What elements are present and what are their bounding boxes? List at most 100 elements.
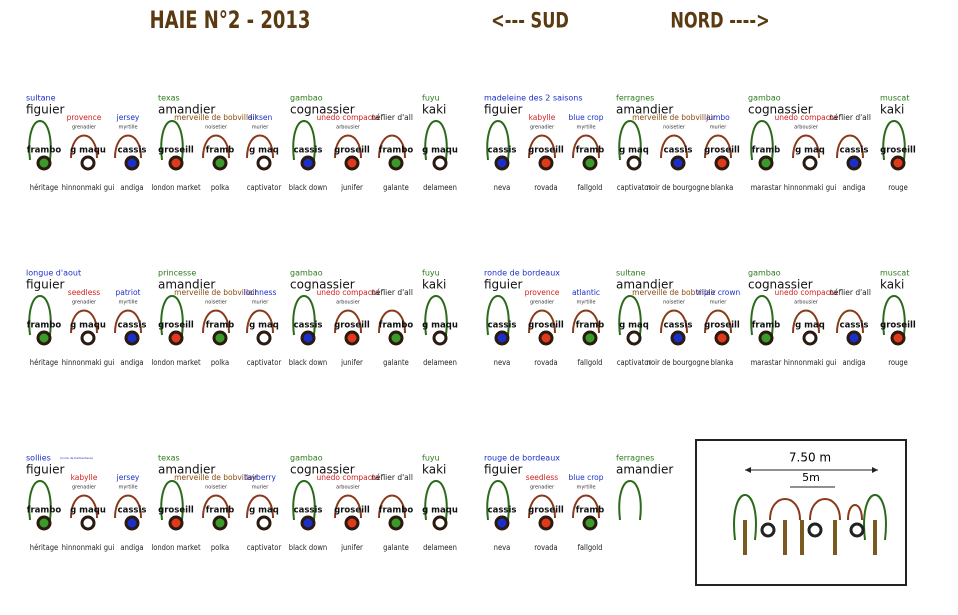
cultivar: hinnonmaki gui <box>62 543 114 553</box>
bush-dot <box>802 330 818 346</box>
shrub-variety: unedo compacta <box>775 288 838 297</box>
row-code: groseill <box>528 321 564 331</box>
legend-box: 7.50 m 5m <box>695 439 907 586</box>
tree-variety: texas <box>158 94 180 103</box>
shrub-arch <box>70 309 98 334</box>
shrub-arch <box>334 134 362 159</box>
bush-dot <box>124 330 140 346</box>
bush-dot <box>256 330 272 346</box>
tree-name: figuier <box>484 278 522 292</box>
shrub-arch <box>114 494 142 519</box>
bush-dot <box>168 155 184 171</box>
row-code: g maq <box>795 321 825 331</box>
cultivar: rovada <box>534 358 557 368</box>
row-code: groseill <box>880 146 916 156</box>
shrub-name: grenadier <box>530 485 555 491</box>
tree-variety: gambao <box>748 94 781 103</box>
shrub-arch <box>378 494 406 519</box>
tree-arch <box>486 295 510 336</box>
tree-arch <box>160 120 184 161</box>
tree-variety: madeleine des 2 saisons <box>484 94 583 103</box>
shrub-name: myrtille <box>118 125 137 131</box>
cultivar: hinnonmaki gui <box>62 183 114 193</box>
shrub-variety: provence <box>67 113 102 122</box>
row-code: cassis <box>118 321 147 331</box>
shrub-name: noisetier <box>663 300 686 306</box>
tree-arch <box>292 295 316 336</box>
bush-dot <box>80 155 96 171</box>
shrub-variety: provence <box>525 288 560 297</box>
cultivar: héritage <box>30 183 59 193</box>
cultivar: delameen <box>423 183 457 193</box>
legend-posts <box>743 520 877 555</box>
shrub-name: arbousier <box>794 300 819 306</box>
row-code: frambo <box>27 146 62 156</box>
tree-variety: ferragnes <box>616 94 654 103</box>
tree-arch <box>28 480 52 521</box>
tree-name: cognassier <box>748 103 813 117</box>
tree-arch <box>882 295 906 336</box>
cultivar: noir de bourgogne <box>647 183 710 193</box>
shrub-arch <box>246 134 274 159</box>
shrub-variety: néflier d'all <box>829 288 871 297</box>
cultivar: polka <box>211 183 229 193</box>
tree-arch <box>618 295 642 336</box>
tree-name: amandier <box>616 463 673 477</box>
row-code: cassis <box>840 321 869 331</box>
shrub-variety: patriot <box>116 288 141 297</box>
cultivar: galante <box>383 543 409 553</box>
tree-name: amandier <box>616 103 673 117</box>
tree-variety: gambao <box>290 454 323 463</box>
cultivar: delameen <box>423 543 457 553</box>
tree-name: amandier <box>158 103 215 117</box>
tree-name: kaki <box>422 103 446 117</box>
row-code: frambo <box>379 506 414 516</box>
shrub-arch <box>572 134 600 159</box>
tree-arch <box>618 120 642 161</box>
bush-dot <box>212 155 228 171</box>
tree-name: kaki <box>422 463 446 477</box>
row-code: cassis <box>840 146 869 156</box>
bush-dot <box>300 515 316 531</box>
shrub-variety: triple crown <box>696 288 741 297</box>
tree-arch <box>486 120 510 161</box>
shrub-variety: néflier d'all <box>371 473 413 482</box>
bush-dot <box>344 330 360 346</box>
shrub-variety: diksen <box>248 113 273 122</box>
cultivar: junifer <box>340 358 364 368</box>
shrub-arch <box>836 309 864 334</box>
row-code: groseill <box>334 321 370 331</box>
tree-variety: fuyu <box>422 269 440 278</box>
row-code: cassis <box>118 146 147 156</box>
cultivar: polka <box>211 358 229 368</box>
bush-dot <box>80 515 96 531</box>
row-code: frambo <box>27 506 62 516</box>
shrub-variety: merveille de bobvillair <box>174 113 259 122</box>
tree-arch <box>292 480 316 521</box>
cultivar: marastar <box>751 358 783 368</box>
bush-dot <box>714 330 730 346</box>
cultivar: hinnonmaki gui <box>62 358 114 368</box>
row-code: framb <box>752 321 781 331</box>
shrub-arch <box>528 494 556 519</box>
row-code: framb <box>206 506 235 516</box>
cultivar: junifer <box>340 183 364 193</box>
shrub-arch <box>334 309 362 334</box>
south-label: <--- SUD <box>491 8 569 33</box>
cultivar: black down <box>289 183 328 193</box>
tree-name: kaki <box>422 278 446 292</box>
bush-dot <box>538 155 554 171</box>
row-code: groseill <box>334 146 370 156</box>
row-code: g maqu <box>70 146 106 156</box>
tree-arch <box>750 295 774 336</box>
cultivar: galante <box>383 358 409 368</box>
cultivar: captivator <box>617 183 652 193</box>
shrub-name: grenadier <box>72 300 97 306</box>
shrub-arch <box>792 309 820 334</box>
tree-name: amandier <box>158 278 215 292</box>
tree-variety: ronde de bordeaux <box>484 269 560 278</box>
row-code: g maq <box>619 321 649 331</box>
bush-dot <box>846 330 862 346</box>
cultivar: fallgold <box>578 358 603 368</box>
row-code: g maqu <box>70 506 106 516</box>
